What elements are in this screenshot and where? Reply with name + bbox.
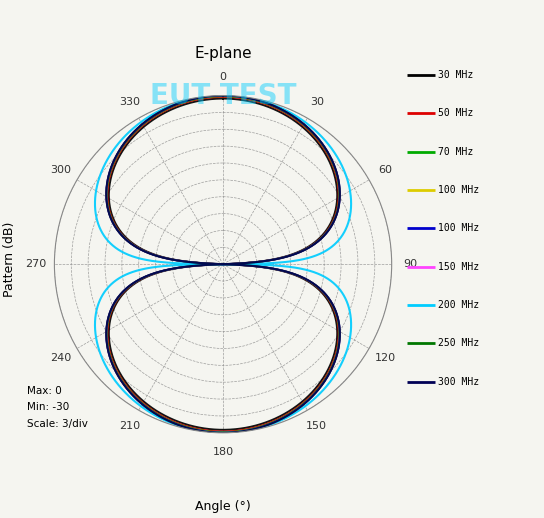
- Text: Angle (°): Angle (°): [195, 500, 251, 513]
- Text: Min: -30: Min: -30: [27, 402, 70, 412]
- Text: Scale: 3/div: Scale: 3/div: [27, 419, 88, 429]
- Text: 100 MHz: 100 MHz: [438, 185, 479, 195]
- Text: 50 MHz: 50 MHz: [438, 108, 473, 119]
- Text: Pattern (dB): Pattern (dB): [3, 221, 16, 297]
- Text: 100 MHz: 100 MHz: [438, 223, 479, 234]
- Text: 250 MHz: 250 MHz: [438, 338, 479, 349]
- Text: 200 MHz: 200 MHz: [438, 300, 479, 310]
- Title: E-plane: E-plane: [194, 46, 252, 61]
- Text: 30 MHz: 30 MHz: [438, 70, 473, 80]
- Text: EUT TEST: EUT TEST: [150, 81, 296, 109]
- Text: 300 MHz: 300 MHz: [438, 377, 479, 387]
- Text: Max: 0: Max: 0: [27, 386, 62, 396]
- Text: 70 MHz: 70 MHz: [438, 147, 473, 157]
- Text: 150 MHz: 150 MHz: [438, 262, 479, 272]
